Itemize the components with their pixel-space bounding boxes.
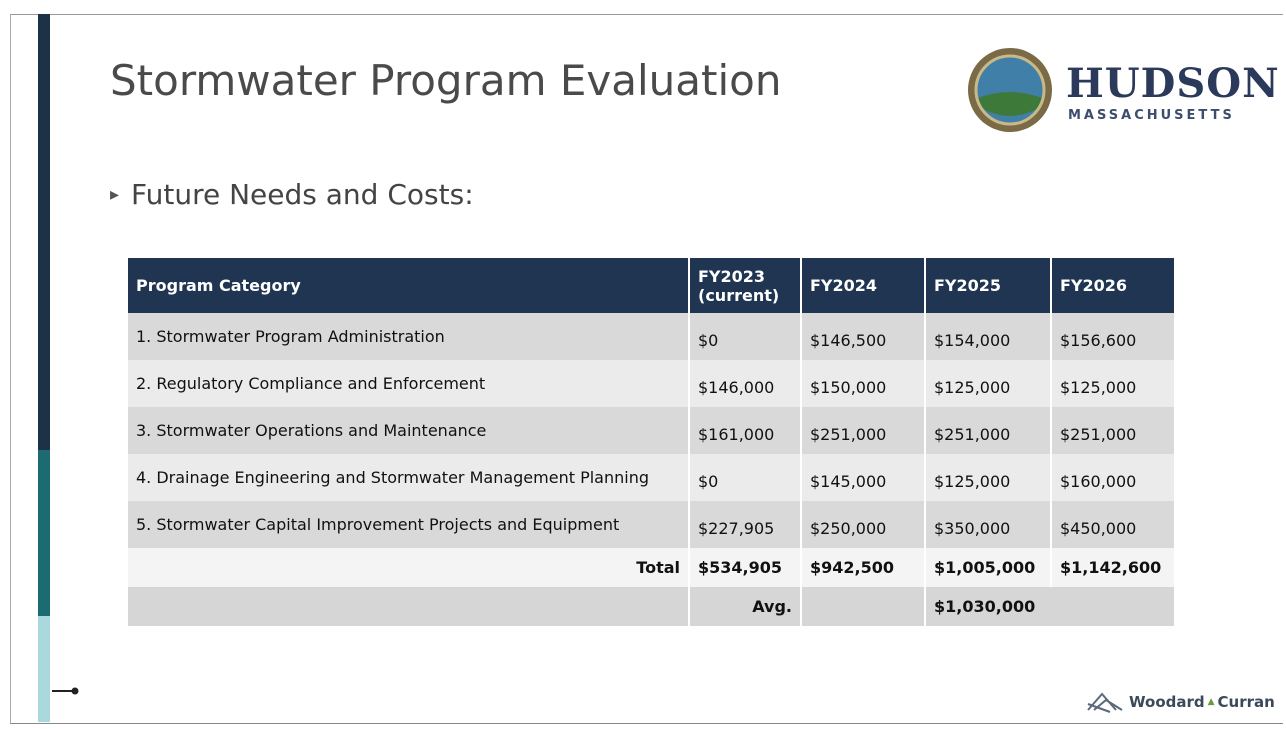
table-cell <box>801 587 926 626</box>
brand-name: Woodard <box>1129 693 1205 711</box>
column-header: FY2024 <box>801 258 926 313</box>
table-row: 5. Stormwater Capital Improvement Projec… <box>128 501 1176 548</box>
column-header: Program Category <box>128 258 690 313</box>
total-label: Total <box>128 548 690 587</box>
table-row: 1. Stormwater Program Administration $0 $1… <box>128 313 1176 360</box>
table-cell: 4. Drainage Engineering and Stormwater M… <box>128 454 690 501</box>
table-cell: $0 <box>689 454 802 501</box>
brand-icon <box>1087 692 1123 713</box>
table-cell: 5. Stormwater Capital Improvement Projec… <box>128 501 690 548</box>
table-cell: $251,000 <box>801 407 926 454</box>
column-header: FY2023 (current) <box>689 258 802 313</box>
total-cell: $1,142,600 <box>1051 548 1176 587</box>
side-bar <box>38 616 50 722</box>
table-cell: $156,600 <box>1051 313 1176 360</box>
title: Stormwater Program Evaluation <box>110 56 782 105</box>
header-row: Program Category FY2023 (current) FY2024 FY… <box>128 258 1176 313</box>
table-cell: $125,000 <box>1051 360 1176 407</box>
total-row: Total $534,905 $942,500 $1,005,000 $1,142,60… <box>128 548 1176 587</box>
cost-table: Program Category FY2023 (current) FY2024 FY… <box>128 258 1176 626</box>
table-cell: 1. Stormwater Program Administration <box>128 313 690 360</box>
logo-subtitle: MASSACHUSETTS <box>1068 108 1235 123</box>
table-cell: $150,000 <box>801 360 926 407</box>
table-cell: 2. Regulatory Compliance and Enforcement <box>128 360 690 407</box>
table-cell: $146,500 <box>801 313 926 360</box>
table-cell: $145,000 <box>801 454 926 501</box>
table-cell: $154,000 <box>925 313 1052 360</box>
footer-brand: Woodard ▲ Curran <box>1086 690 1275 714</box>
table-cell: $125,000 <box>925 360 1052 407</box>
table-cell: $146,000 <box>689 360 802 407</box>
column-header: FY2025 <box>925 258 1052 313</box>
table-cell: $161,000 <box>689 407 802 454</box>
table-cell <box>128 587 690 626</box>
table-row: 3. Stormwater Operations and Maintenance… <box>128 407 1176 454</box>
avg-row: Avg. $1,030,000 <box>128 587 1176 626</box>
brand-glyph: ▲ <box>1207 697 1215 707</box>
table-row: 2. Regulatory Compliance and Enforcement… <box>128 360 1176 407</box>
table-cell: $125,000 <box>925 454 1052 501</box>
nav-marker <box>52 687 79 695</box>
table-cell: $350,000 <box>925 501 1052 548</box>
seal <box>968 48 1052 132</box>
side-bar <box>38 14 50 450</box>
slide-frame <box>10 14 1283 724</box>
bullet: Future Needs and Costs: <box>110 178 474 211</box>
table-cell: $227,905 <box>689 501 802 548</box>
total-cell: $534,905 <box>689 548 802 587</box>
table-cell: $0 <box>689 313 802 360</box>
column-header: FY2026 <box>1051 258 1176 313</box>
total-cell: $942,500 <box>801 548 926 587</box>
table-cell: 3. Stormwater Operations and Maintenance <box>128 407 690 454</box>
table-row: 4. Drainage Engineering and Stormwater M… <box>128 454 1176 501</box>
table-cell: $450,000 <box>1051 501 1176 548</box>
logo-name: HUDSON <box>1066 60 1280 107</box>
table-cell: $251,000 <box>925 407 1052 454</box>
side-bar <box>38 450 50 616</box>
avg-value: $1,030,000 <box>925 587 1176 626</box>
total-cell: $1,005,000 <box>925 548 1052 587</box>
table-cell: $251,000 <box>1051 407 1176 454</box>
table-cell: $160,000 <box>1051 454 1176 501</box>
table-cell: $250,000 <box>801 501 926 548</box>
brand-name: Curran <box>1217 693 1275 711</box>
avg-label: Avg. <box>689 587 802 626</box>
